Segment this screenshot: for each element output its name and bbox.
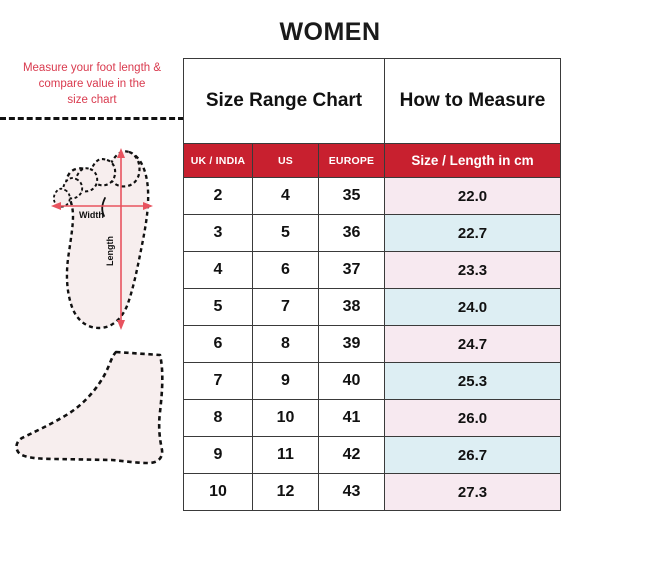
table-column-header-row: UK / INDIA US EUROPE Size / Length in cm (183, 143, 561, 178)
cell-uk-india: 9 (183, 436, 253, 474)
table-row: 6 8 39 24.7 (183, 325, 561, 363)
cell-europe: 35 (318, 177, 385, 215)
table-row: 9 11 42 26.7 (183, 436, 561, 474)
column-header-us: US (252, 143, 319, 178)
instruction-line-2: compare value in the (38, 78, 146, 90)
cell-us: 12 (252, 473, 319, 511)
table-row: 10 12 43 27.3 (183, 473, 561, 511)
cell-us: 8 (252, 325, 319, 363)
dashed-divider (0, 117, 184, 120)
table-section-header-row: Size Range Chart How to Measure (183, 58, 561, 144)
cell-europe: 38 (318, 288, 385, 326)
cell-europe: 43 (318, 473, 385, 511)
cell-us: 11 (252, 436, 319, 474)
toe-1 (107, 150, 141, 188)
foot-sole-diagram: Width Length (33, 138, 183, 338)
column-header-europe: EUROPE (318, 143, 385, 178)
cell-size-cm: 24.7 (384, 325, 561, 363)
cell-uk-india: 8 (183, 399, 253, 437)
cell-uk-india: 3 (183, 214, 253, 252)
cell-us: 5 (252, 214, 319, 252)
column-header-size-length-cm: Size / Length in cm (384, 143, 561, 178)
cell-size-cm: 23.3 (384, 251, 561, 289)
table-row: 7 9 40 25.3 (183, 362, 561, 400)
cell-size-cm: 27.3 (384, 473, 561, 511)
cell-uk-india: 10 (183, 473, 253, 511)
section-header-size-range: Size Range Chart (183, 58, 385, 144)
table-row: 2 4 35 22.0 (183, 177, 561, 215)
cell-uk-india: 7 (183, 362, 253, 400)
cell-size-cm: 26.0 (384, 399, 561, 437)
page-title: WOMEN (279, 18, 381, 46)
table-body: 2 4 35 22.0 3 5 36 22.7 4 6 37 23.3 5 7 38 24.0 6 8 39 24.7… (183, 177, 561, 511)
cell-europe: 39 (318, 325, 385, 363)
column-header-uk-india: UK / INDIA (183, 143, 253, 178)
cell-us: 4 (252, 177, 319, 215)
width-label: Width (79, 210, 104, 220)
cell-europe: 37 (318, 251, 385, 289)
instruction-line-3: size chart (67, 94, 117, 106)
length-arrow-head-top (117, 148, 125, 158)
table-row: 5 7 38 24.0 (183, 288, 561, 326)
cell-us: 6 (252, 251, 319, 289)
width-arrow-head-right (143, 202, 153, 210)
cell-us: 7 (252, 288, 319, 326)
width-arrow-head-left (51, 202, 61, 210)
cell-us: 10 (252, 399, 319, 437)
section-header-how-to-measure: How to Measure (384, 58, 561, 144)
profile-outline (15, 350, 164, 465)
cell-size-cm: 26.7 (384, 436, 561, 474)
cell-size-cm: 25.3 (384, 362, 561, 400)
table-row: 8 10 41 26.0 (183, 399, 561, 437)
cell-size-cm: 22.0 (384, 177, 561, 215)
instruction-line-1: Measure your foot length & (22, 62, 162, 74)
foot-profile-diagram (12, 342, 184, 470)
size-chart-table: Size Range Chart How to Measure UK / IND… (183, 58, 561, 511)
cell-europe: 36 (318, 214, 385, 252)
table-row: 4 6 37 23.3 (183, 251, 561, 289)
cell-size-cm: 22.7 (384, 214, 561, 252)
cell-us: 9 (252, 362, 319, 400)
arch-mark (101, 197, 106, 217)
table-row: 3 5 36 22.7 (183, 214, 561, 252)
cell-uk-india: 4 (183, 251, 253, 289)
cell-europe: 42 (318, 436, 385, 474)
cell-europe: 41 (318, 399, 385, 437)
cell-uk-india: 5 (183, 288, 253, 326)
cell-uk-india: 6 (183, 325, 253, 363)
cell-europe: 40 (318, 362, 385, 400)
length-label: Length (105, 236, 115, 266)
length-arrow-head-bottom (117, 320, 125, 330)
cell-size-cm: 24.0 (384, 288, 561, 326)
cell-uk-india: 2 (183, 177, 253, 215)
measure-instruction: Measure your foot length & compare value… (4, 60, 180, 108)
